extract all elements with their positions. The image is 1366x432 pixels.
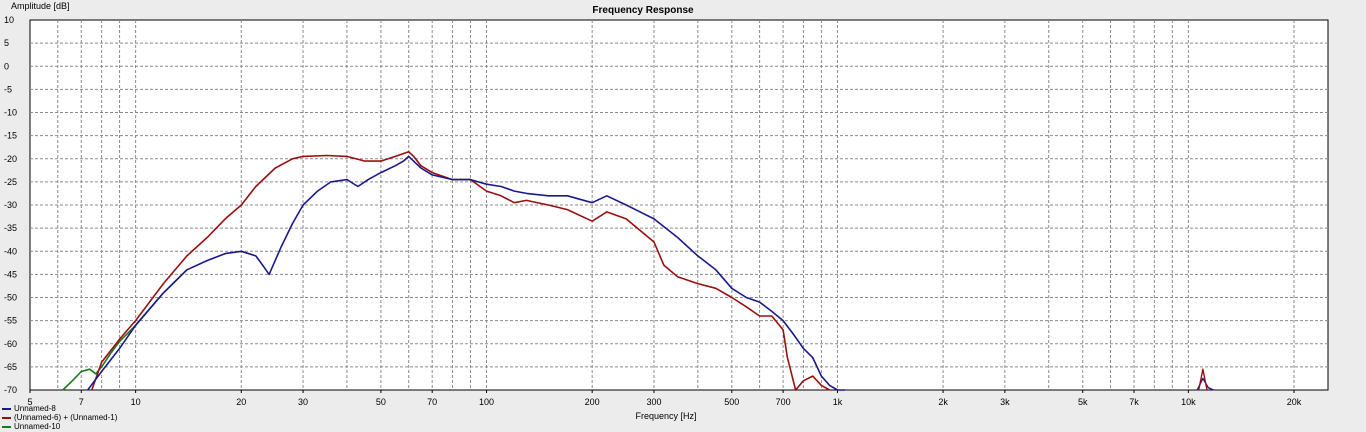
- x-tick-label: 10: [131, 397, 141, 407]
- series-lines: [62, 151, 1214, 391]
- x-tick-label: 30: [298, 397, 308, 407]
- x-tick-label: 7k: [1129, 397, 1139, 407]
- y-tick-label: -70: [4, 385, 17, 395]
- legend-swatch: [2, 407, 11, 410]
- y-tick-label: 10: [4, 15, 14, 25]
- y-tick-label: -50: [4, 293, 17, 303]
- x-tick-label: 5: [27, 397, 32, 407]
- y-tick-label: -30: [4, 200, 17, 210]
- legend-item: Unnamed-8: [2, 404, 117, 413]
- x-tick-label: 10k: [1181, 397, 1196, 407]
- legend-swatch: [2, 425, 11, 428]
- y-tick-label: -35: [4, 223, 17, 233]
- series-spike-2: [1198, 368, 1208, 391]
- series-line-1: [87, 155, 845, 391]
- y-tick-label: -5: [4, 84, 12, 94]
- y-tick-label: -15: [4, 131, 17, 141]
- legend-label: Unnamed-10: [14, 422, 61, 431]
- y-tick-label: -10: [4, 108, 17, 118]
- legend-item: (Unnamed-6) + (Unnamed-1): [2, 413, 117, 422]
- x-tick-label: 200: [585, 397, 600, 407]
- y-tick-label: -20: [4, 154, 17, 164]
- y-tick-label: -40: [4, 246, 17, 256]
- chart-legend: Unnamed-8 (Unnamed-6) + (Unnamed-1) Unname…: [2, 404, 117, 431]
- x-tick-label: 300: [646, 397, 661, 407]
- x-tick-label: 50: [376, 397, 386, 407]
- x-tick-label: 700: [776, 397, 791, 407]
- y-tick-label: -25: [4, 177, 17, 187]
- y-tick-label: -65: [4, 362, 17, 372]
- y-tick-label: 0: [4, 61, 9, 71]
- grid-lines: [30, 20, 1328, 390]
- y-axis-label: Amplitude [dB]: [11, 1, 70, 11]
- series-line-2: [91, 151, 830, 391]
- x-tick-label: 2k: [938, 397, 948, 407]
- x-tick-label: 20k: [1287, 397, 1302, 407]
- y-tick-label: 5: [4, 38, 9, 48]
- legend-label: Unnamed-8: [14, 404, 56, 413]
- chart-title: Frequency Response: [592, 5, 694, 16]
- plot-area: [29, 19, 1329, 391]
- legend-swatch: [2, 416, 11, 419]
- y-axis-ticks: 10 5 0 -5 -10 -15 -20 -25 -30 -35 -40 -45 -50 -55 -60 -…: [4, 15, 17, 395]
- x-tick-label: 7: [79, 397, 84, 407]
- x-axis-ticks: 5 7 10 20 30 50 70 100 200 300 500 700 1k 2k 3k 5k 7k 10k…: [27, 390, 1302, 407]
- x-tick-label: 1k: [833, 397, 843, 407]
- x-tick-label: 70: [427, 397, 437, 407]
- x-tick-label: 5k: [1078, 397, 1088, 407]
- x-tick-label: 100: [479, 397, 494, 407]
- x-tick-label: 500: [724, 397, 739, 407]
- y-tick-label: -55: [4, 316, 17, 326]
- y-tick-label: -45: [4, 269, 17, 279]
- x-axis-label: Frequency [Hz]: [635, 411, 696, 421]
- x-tick-label: 20: [236, 397, 246, 407]
- legend-label: (Unnamed-6) + (Unnamed-1): [14, 413, 118, 422]
- x-tick-label: 3k: [1000, 397, 1010, 407]
- legend-item: Unnamed-10: [2, 422, 117, 431]
- y-tick-label: -60: [4, 339, 17, 349]
